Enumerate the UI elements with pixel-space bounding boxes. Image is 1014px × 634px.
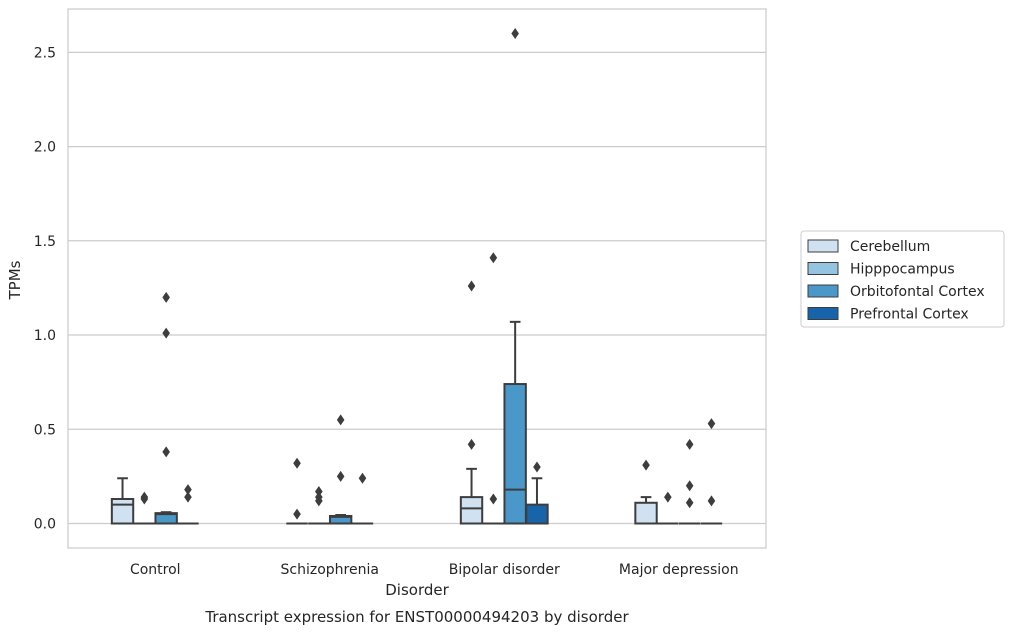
outlier-point	[685, 438, 694, 450]
outlier-point	[511, 28, 519, 39]
legend-swatch	[807, 239, 839, 253]
outlier-point	[162, 446, 170, 458]
outlier-point	[336, 414, 345, 426]
legend-item: Orbitofontal Cortex	[807, 284, 985, 300]
x-axis-label: Disorder	[385, 581, 449, 599]
legend-item: Cerebellum	[807, 239, 930, 255]
box-group	[459, 28, 549, 525]
legend: Cerebellum Hipppocampus Orbitofontal Corte…	[800, 230, 1005, 328]
outlier-point	[358, 472, 367, 484]
box-orbitofontal-cortex	[678, 438, 701, 525]
box-cerebellum	[459, 280, 484, 525]
legend-label: Prefrontal Cortex	[850, 307, 969, 323]
box-orbitofontal-cortex	[328, 414, 353, 525]
x-tick-labels: Control Schizophrenia Bipolar disorder Majo…	[130, 562, 739, 578]
box-hipppocampus	[133, 491, 156, 525]
y-tick-label: 0.5	[34, 422, 56, 438]
outlier-point	[140, 491, 149, 503]
legend-item: Prefrontal Cortex	[807, 307, 969, 323]
outlier-point	[293, 457, 301, 469]
box-body	[634, 501, 658, 525]
legend-swatch	[807, 307, 839, 320]
x-tick-label: Bipolar disorder	[449, 562, 560, 578]
outlier-point	[664, 491, 672, 503]
box-orbitofontal-cortex	[154, 291, 178, 525]
outlier-point	[685, 480, 694, 492]
legend-swatch	[807, 284, 839, 298]
box-hipppocampus	[482, 252, 505, 525]
box-group	[634, 418, 723, 525]
outlier-point	[707, 418, 716, 430]
outlier-point	[293, 508, 301, 520]
box-hipppocampus	[308, 485, 330, 525]
x-tick-label: Schizophrenia	[281, 562, 379, 578]
legend-label: Orbitofontal Cortex	[850, 284, 985, 300]
y-tick-label: 1.0	[34, 328, 56, 344]
outlier-point	[162, 291, 170, 303]
y-tick-label: 2.5	[34, 45, 56, 61]
outlier-point	[336, 470, 345, 482]
y-tick-labels: 0.0 0.5 1.0 1.5 2.0 2.5	[34, 45, 56, 532]
x-tick-label: Control	[130, 562, 181, 578]
legend-item: Hipppocampus	[807, 262, 955, 278]
outlier-point	[685, 497, 694, 509]
outlier-point	[533, 461, 541, 473]
box-prefrontal-cortex	[351, 472, 374, 525]
box-groups	[110, 28, 723, 525]
box-orbitofontal-cortex	[503, 28, 527, 525]
box-prefrontal-cortex	[525, 461, 549, 525]
plot-area-frame	[67, 8, 767, 549]
outlier-point	[642, 459, 650, 471]
legend-label: Hipppocampus	[850, 262, 955, 278]
box-body	[525, 503, 549, 525]
outlier-point	[162, 327, 170, 339]
box-prefrontal-cortex	[177, 484, 199, 525]
legend-label: Cerebellum	[850, 239, 930, 255]
x-tick-label: Major depression	[619, 562, 739, 578]
outlier-point	[707, 495, 716, 507]
outlier-point	[184, 484, 192, 496]
outlier-point	[467, 280, 476, 292]
outlier-point	[315, 491, 323, 503]
box-body	[503, 383, 527, 525]
legend-frame	[800, 230, 1005, 328]
y-tick-label: 1.5	[34, 234, 56, 250]
box-group	[286, 414, 374, 525]
outlier-point	[184, 491, 192, 503]
box-cerebellum	[286, 457, 308, 525]
box-cerebellum	[634, 459, 658, 525]
y-tick-label: 0.0	[34, 517, 56, 533]
outlier-point	[489, 252, 498, 264]
box-body	[110, 498, 135, 525]
gridlines	[68, 51, 766, 525]
box-prefrontal-cortex	[700, 418, 723, 525]
box-hipppocampus	[657, 491, 679, 525]
box-group	[110, 291, 199, 525]
chart-caption: Transcript expression for ENST0000049420…	[204, 608, 629, 626]
legend-swatch	[807, 262, 839, 275]
outlier-point	[467, 438, 476, 450]
outlier-point	[489, 493, 498, 505]
box-body	[459, 496, 484, 525]
outlier-point	[315, 485, 323, 497]
y-axis-label: TPMs	[6, 260, 24, 300]
y-tick-label: 2.0	[34, 140, 56, 156]
box-cerebellum	[110, 477, 135, 525]
